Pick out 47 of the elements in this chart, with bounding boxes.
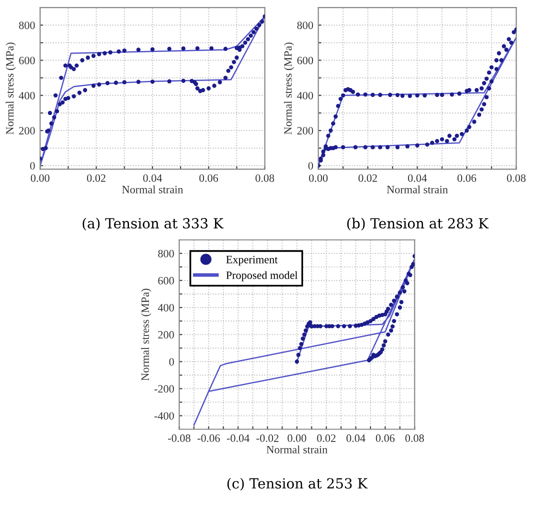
y-tick-label: 0: [308, 162, 314, 170]
y-tick-label: 800: [297, 22, 314, 30]
y-axis-title: Normal stress (MPa): [284, 42, 294, 134]
x-tick-label: 0.02: [317, 434, 336, 442]
y-tick-label: 200: [158, 331, 174, 339]
y-tick-label: -400: [154, 412, 174, 420]
x-axis-title: Normal strain: [386, 186, 448, 194]
x-tick-label: 0.06: [199, 174, 218, 182]
x-tick-label: -0.08: [168, 434, 190, 442]
y-tick-label: 600: [297, 56, 314, 64]
y-axis-title: Normal stress (MPa): [141, 288, 152, 381]
y-tick-label: 400: [297, 92, 314, 100]
x-tick-label: 0.02: [358, 174, 377, 182]
y-tick-label: 400: [158, 304, 174, 312]
x-tick-label: 0.02: [87, 174, 106, 182]
y-axis-title: Normal stress (MPa): [6, 42, 16, 134]
y-tick-label: 600: [19, 56, 35, 64]
text: (a) Tension at 333 K: [82, 218, 224, 231]
text: (b) Tension at 283 K: [347, 218, 489, 231]
x-tick-label: 0.00: [288, 434, 306, 442]
x-tick-label: 0.04: [346, 434, 366, 442]
x-tick-label: 0.04: [408, 174, 427, 182]
y-tick-label: 200: [297, 127, 314, 134]
x-tick-label: 0.00: [309, 174, 328, 182]
x-axis-title: Normal strain: [266, 446, 328, 454]
x-tick-label: 0.08: [256, 174, 274, 182]
x-tick-label: 0.04: [143, 174, 162, 182]
x-tick-label: -0.02: [256, 434, 278, 442]
y-tick-label: 800: [158, 250, 174, 258]
y-tick-label: 200: [19, 127, 35, 134]
y-tick-label: 0: [30, 162, 35, 170]
x-tick-label: -0.04: [226, 434, 250, 442]
x-tick-label: 0.00: [30, 174, 50, 182]
y-tick-label: 0: [169, 358, 174, 366]
x-tick-label: 0.06: [376, 434, 395, 442]
y-tick-label: -200: [154, 385, 174, 393]
text: (c) Tension at 253 K: [227, 478, 368, 491]
x-axis-title: Normal strain: [122, 186, 184, 194]
legend-label: Proposed model: [226, 271, 298, 282]
y-tick-label: 600: [158, 276, 174, 284]
y-tick-label: 400: [18, 92, 35, 100]
x-tick-label: 0.06: [457, 174, 476, 182]
x-tick-label: 0.08: [405, 434, 424, 442]
x-tick-label: 0.08: [506, 174, 526, 182]
legend-label: Experiment: [226, 256, 278, 266]
x-tick-label: -0.06: [197, 434, 220, 442]
y-tick-label: 800: [19, 22, 35, 30]
